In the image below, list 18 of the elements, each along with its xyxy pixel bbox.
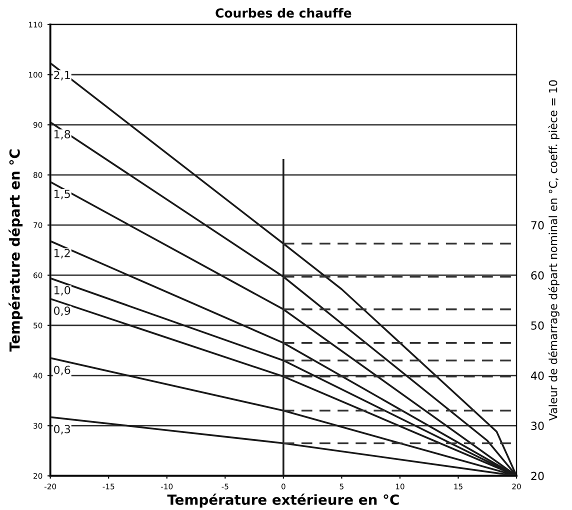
y2-tick-label: 50 xyxy=(531,321,544,330)
series-label: 1,5 xyxy=(54,190,70,200)
x-axis-title: Température extérieure en °C xyxy=(167,494,399,508)
y2-tick-label: 20 xyxy=(531,472,544,480)
series-label: 1,8 xyxy=(54,130,70,140)
series-label: 0,9 xyxy=(54,306,70,316)
chart-title: Courbes de chauffe xyxy=(216,8,352,18)
series-label: 0,6 xyxy=(54,366,70,376)
y2-axis-title: Valeur de démarrage départ nominal en °C, coeff. pièce = 10 xyxy=(548,80,560,421)
series-label: 2,1 xyxy=(54,70,70,80)
y-axis-title: Température départ en °C xyxy=(8,150,23,352)
series-label: 1,2 xyxy=(54,248,70,258)
y2-tick-label: 30 xyxy=(531,422,544,430)
y2-tick-label: 60 xyxy=(531,271,544,280)
series-label: 0,3 xyxy=(54,424,70,434)
y2-tick-label: 40 xyxy=(530,372,544,380)
y2-tick-label: 70 xyxy=(531,221,544,230)
series-label: 1,0 xyxy=(54,286,70,296)
